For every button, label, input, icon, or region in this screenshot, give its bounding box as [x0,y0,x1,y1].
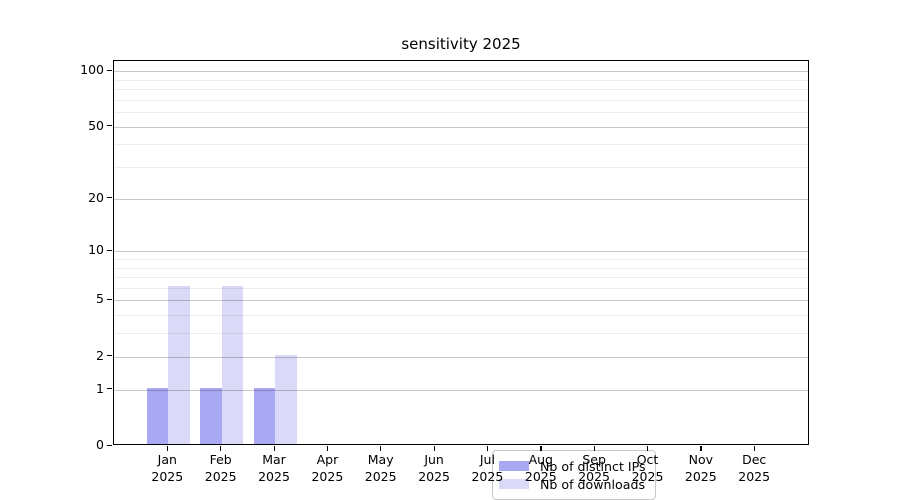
x-tick-year: 2025 [738,468,771,484]
y-tick-label-10: 10 [88,242,104,258]
x-tick-month: Dec [742,452,767,467]
legend: Nb of distinct IPs Nb of downloads [492,450,656,500]
x-tick-month: Jul [479,452,495,467]
bar-jan-downloads [168,285,190,444]
legend-item-downloads: Nb of downloads [499,475,647,493]
y-tick-mark-50 [107,125,112,127]
x-tick-month: Jun [424,452,444,467]
chart-title: sensitivity 2025 [401,35,521,53]
x-tick-mark-sep [593,446,595,451]
x-tick-month: May [367,452,394,467]
x-tick-month: Mar [262,452,286,467]
x-tick-mark-oct [647,446,649,451]
x-tick-year: 2025 [204,468,237,484]
x-tick-month: Apr [316,452,339,467]
gridline-minor-9 [114,258,808,260]
legend-swatch-distinct-ips [499,461,529,471]
bar-mar-ips [253,387,275,444]
gridline-minor-90 [114,79,808,81]
x-tick-year: 2025 [364,468,397,484]
legend-label-distinct-ips: Nb of distinct IPs [540,458,646,474]
y-tick-mark-0 [107,444,112,446]
gridline-minor-7 [114,277,808,278]
x-tick-label-may: May 2025 [351,452,411,485]
x-tick-label-aug: Aug 2025 [511,452,571,485]
x-tick-label-sep: Sep 2025 [564,452,624,485]
x-tick-mark-apr [326,446,329,451]
x-tick-month: Nov [688,452,713,467]
x-tick-month: Feb [209,452,232,467]
y-tick-mark-100 [107,69,112,71]
y-tick-mark-20 [107,197,112,199]
gridline-20 [114,198,808,200]
x-tick-year: 2025 [684,468,717,484]
bar-feb-downloads [221,285,244,444]
x-tick-label-oct: Oct 2025 [618,452,678,485]
x-tick-mark-jun [433,446,435,451]
x-tick-year: 2025 [258,468,290,484]
x-tick-label-jun: Jun 2025 [404,452,464,485]
gridline-minor-3 [114,333,808,335]
x-tick-year: 2025 [311,468,344,484]
gridline-2 [114,356,808,358]
y-tick-mark-5 [107,298,112,301]
legend-item-distinct-ips: Nb of distinct IPs [499,457,647,475]
x-tick-year: 2025 [151,468,184,484]
plot-area: Nb of distinct IPs Nb of downloads [113,60,809,500]
gridline-minor-80 [114,88,808,90]
x-tick-year: 2025 [471,468,504,484]
x-tick-label-jan: Jan 2025 [137,452,197,485]
gridline-minor-60 [114,112,808,113]
x-tick-month: Jan [157,452,177,467]
x-tick-mark-mar [273,446,275,451]
y-tick-label-5: 5 [96,291,104,307]
y-tick-mark-10 [107,249,112,251]
x-tick-month: Sep [582,452,606,467]
gridline-5 [114,300,808,302]
y-tick-label-1: 1 [96,380,104,396]
x-tick-month: Aug [528,452,553,467]
x-tick-mark-jul [486,446,489,451]
x-tick-year: 2025 [631,468,664,484]
gridline-minor-6 [114,287,808,289]
x-tick-label-nov: Nov 2025 [671,452,731,485]
gridline-minor-4 [114,315,808,317]
gridline-50 [114,126,808,128]
y-tick-mark-2 [107,355,112,357]
y-tick-label-100: 100 [80,62,104,77]
x-tick-label-jul: Jul 2025 [457,452,517,485]
gridline-1 [114,389,808,391]
gridline-100 [114,71,808,72]
x-tick-label-apr: Apr 2025 [297,452,357,485]
gridline-minor-8 [114,267,808,269]
x-tick-year: 2025 [578,468,610,484]
bar-jan-ips [146,387,169,444]
x-tick-mark-aug [540,446,542,451]
x-tick-month: Oct [636,452,659,467]
x-tick-mark-jan [166,446,169,451]
bar-mar-downloads [275,354,297,444]
y-tick-label-0: 0 [96,437,104,452]
bar-feb-ips [200,387,222,444]
x-tick-label-feb: Feb 2025 [191,452,251,485]
gridline-minor-30 [114,167,808,168]
x-tick-year: 2025 [418,468,450,484]
x-tick-mark-feb [220,446,222,451]
y-tick-label-50: 50 [88,117,104,133]
y-tick-label-20: 20 [88,189,104,205]
x-tick-mark-nov [700,446,702,451]
x-tick-year: 2025 [524,468,557,484]
gridline-10 [114,251,808,253]
x-tick-label-mar: Mar 2025 [244,452,304,485]
x-tick-mark-may [380,446,382,451]
gridline-minor-40 [114,144,808,146]
legend-label-downloads: Nb of downloads [540,476,646,492]
x-tick-label-dec: Dec 2025 [724,452,784,485]
x-tick-mark-dec [753,446,755,451]
y-tick-mark-1 [107,388,112,390]
legend-swatch-downloads [499,479,529,489]
gridline-minor-70 [114,99,808,101]
y-tick-label-2: 2 [96,347,104,363]
